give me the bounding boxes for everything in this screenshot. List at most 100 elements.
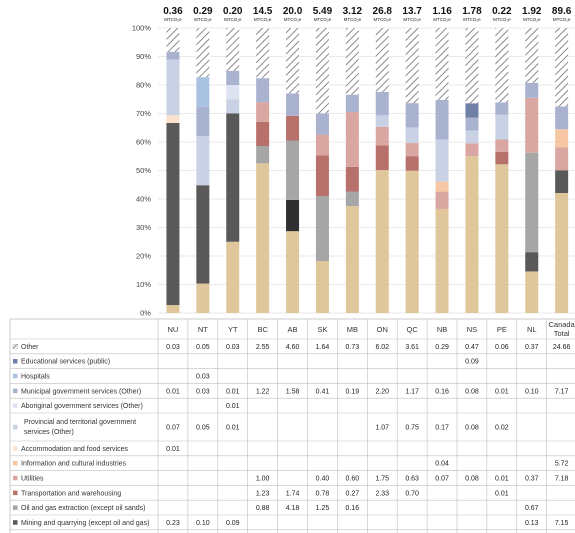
total-unit-canada-total: MTCO₂e bbox=[553, 17, 571, 22]
legend-swatch-mining-and-quarrying-except-oil-and-gas bbox=[13, 520, 18, 525]
row-label-accommodation-and-food-services: Accommodation and food services bbox=[21, 446, 128, 453]
cell-other-nt: 0.05 bbox=[196, 344, 210, 351]
cell-municipal-government-services-other-yt: 0.01 bbox=[226, 388, 240, 395]
bar-segment-bc-other bbox=[256, 28, 270, 79]
bar-segment-canada-total-information-and-cultural-industries bbox=[555, 129, 569, 148]
cell-transportation-and-warehousing-sk: 0.78 bbox=[316, 490, 330, 497]
total-value-pe: 0.22 bbox=[492, 6, 512, 17]
bar-segment-nt-municipal-government-services-other bbox=[196, 106, 210, 137]
cell-utilities-qc: 0.63 bbox=[405, 476, 419, 483]
bars bbox=[166, 28, 569, 313]
column-header-sk: SK bbox=[317, 325, 327, 334]
legend-swatch-transportation-and-warehousing bbox=[13, 490, 18, 496]
bar-segment-mb-municipal-government-services-other bbox=[345, 94, 359, 113]
cell-hospitals-nt: 0.03 bbox=[196, 374, 210, 381]
cell-transportation-and-warehousing-on: 2.33 bbox=[375, 490, 389, 497]
total-value-on: 26.8 bbox=[373, 6, 393, 17]
bar-segment-nt-other bbox=[196, 28, 210, 78]
cell-mining-and-quarrying-except-oil-and-gas-nl: 0.13 bbox=[525, 520, 539, 527]
bar-segment-nu-accommodation-and-food-services bbox=[166, 115, 180, 123]
cell-accommodation-and-food-services-nu: 0.01 bbox=[166, 446, 180, 453]
bar-segment-ab-other bbox=[286, 28, 300, 94]
cell-provincial-and-territorial-government-services-other-nt: 0.05 bbox=[196, 425, 210, 432]
total-unit-sk: MTCO₂e bbox=[314, 17, 332, 22]
legend-swatch-aboriginal-government-services-other bbox=[13, 403, 18, 408]
bar-segment-nu-residential-structures bbox=[166, 305, 180, 313]
legend-swatch-hospitals bbox=[13, 373, 18, 379]
bar-segment-nt-provincial-and-territorial-government-services-other bbox=[196, 136, 210, 186]
bar-segment-pe-utilities bbox=[495, 139, 509, 152]
row-label-oil-and-gas-extraction-except-oil-sands: Oil and gas extraction (except oil sands… bbox=[21, 505, 146, 512]
cell-oil-and-gas-extraction-except-oil-sands-nl: 0.67 bbox=[525, 505, 539, 512]
bar-segment-ns-provincial-and-territorial-government-services-other bbox=[465, 130, 479, 144]
cell-utilities-on: 1.75 bbox=[375, 476, 389, 483]
column-header-bc: BC bbox=[257, 325, 268, 334]
cell-other-ab: 4.60 bbox=[286, 344, 300, 351]
y-tick-label: 20% bbox=[136, 252, 151, 261]
bar-segment-nl-residential-structures bbox=[525, 271, 539, 313]
row-label-hospitals: Hospitals bbox=[21, 374, 50, 381]
bar-segment-pe-municipal-government-services-other bbox=[495, 102, 509, 115]
total-value-ns: 1.78 bbox=[462, 6, 482, 17]
column-header-mb: MB bbox=[347, 325, 358, 334]
bar-segment-ns-utilities bbox=[465, 143, 479, 157]
bar-segment-pe-transportation-and-warehousing bbox=[495, 151, 509, 165]
cell-mining-and-quarrying-except-oil-and-gas-nu: 0.23 bbox=[166, 520, 180, 527]
legend-swatch-information-and-cultural-industries bbox=[13, 461, 18, 466]
total-value-nb: 1.16 bbox=[432, 6, 452, 17]
bar-segment-qc-transportation-and-warehousing bbox=[405, 156, 419, 171]
cell-other-nl: 0.37 bbox=[525, 344, 539, 351]
cell-transportation-and-warehousing-pe: 0.01 bbox=[495, 490, 509, 497]
cell-municipal-government-services-other-ab: 1.58 bbox=[286, 388, 300, 395]
bar-segment-nb-residential-structures bbox=[435, 208, 449, 313]
total-value-canada-total: 89.6 bbox=[552, 6, 572, 17]
cell-municipal-government-services-other-bc: 1.22 bbox=[256, 388, 270, 395]
cell-other-on: 6.02 bbox=[375, 344, 389, 351]
bar-segment-nb-information-and-cultural-industries bbox=[435, 181, 449, 192]
total-unit-mb: MTCO₂e bbox=[344, 17, 362, 22]
bar-segment-yt-municipal-government-services-other bbox=[226, 70, 240, 85]
bar-segment-on-municipal-government-services-other bbox=[375, 91, 389, 116]
bar-segment-on-provincial-and-territorial-government-services-other bbox=[375, 115, 389, 127]
bar-segment-mb-oil-and-gas-extraction-except-oil-sands bbox=[345, 191, 359, 207]
bar-segment-mb-residential-structures bbox=[345, 206, 359, 313]
cell-other-ns: 0.47 bbox=[465, 344, 479, 351]
bar-segment-nu-provincial-and-territorial-government-services-other bbox=[166, 59, 180, 116]
bar-segment-sk-oil-and-gas-extraction-except-oil-sands bbox=[315, 195, 329, 261]
cell-oil-and-gas-extraction-except-oil-sands-bc: 0.88 bbox=[256, 505, 270, 512]
column-header-pe: PE bbox=[497, 325, 507, 334]
cell-other-canada-total: 24.66 bbox=[553, 344, 571, 351]
cell-utilities-nl: 0.37 bbox=[525, 476, 539, 483]
cell-other-bc: 2.55 bbox=[256, 344, 270, 351]
legend-swatch-oil-and-gas-extraction-except-oil-sands bbox=[13, 505, 18, 510]
cell-municipal-government-services-other-nu: 0.01 bbox=[166, 388, 180, 395]
cell-information-and-cultural-industries-nb: 0.04 bbox=[435, 461, 449, 468]
row-label-transportation-and-warehousing: Transportation and warehousing bbox=[21, 490, 121, 497]
bar-segment-nu-mining-and-quarrying-except-oil-and-gas bbox=[166, 123, 180, 306]
cell-provincial-and-territorial-government-services-other-pe: 0.02 bbox=[495, 425, 509, 432]
total-value-yt: 0.20 bbox=[223, 6, 243, 17]
cell-other-nb: 0.29 bbox=[435, 344, 449, 351]
bar-segment-ns-educational-services-public bbox=[465, 103, 479, 118]
row-label-mining-and-quarrying-except-oil-and-gas: Mining and quarrying (except oil and gas… bbox=[21, 520, 149, 527]
table-border bbox=[9, 318, 575, 533]
bar-segment-nl-utilities bbox=[525, 97, 539, 153]
cell-transportation-and-warehousing-ab: 1.74 bbox=[286, 490, 300, 497]
column-header-nu: NU bbox=[168, 325, 179, 334]
bar-segment-nl-other bbox=[525, 28, 539, 83]
bar-segment-mb-transportation-and-warehousing bbox=[345, 166, 359, 192]
total-unit-on: MTCO₂e bbox=[374, 17, 392, 22]
cell-municipal-government-services-other-nt: 0.03 bbox=[196, 388, 210, 395]
bar-segment-ab-residential-structures bbox=[286, 231, 300, 313]
bar-segment-canada-total-mining-and-quarrying-except-oil-and-gas bbox=[555, 170, 569, 194]
bar-segment-ab-municipal-government-services-other bbox=[286, 93, 300, 116]
y-tick-label: 50% bbox=[136, 166, 151, 175]
bar-segment-nb-municipal-government-services-other bbox=[435, 99, 449, 140]
y-tick-label: 30% bbox=[136, 223, 151, 232]
bar-segment-bc-municipal-government-services-other bbox=[256, 78, 270, 103]
y-tick-label: 100% bbox=[132, 24, 152, 33]
y-tick-label: 10% bbox=[136, 280, 151, 289]
cell-municipal-government-services-other-qc: 1.17 bbox=[405, 388, 419, 395]
cell-provincial-and-territorial-government-services-other-yt: 0.01 bbox=[226, 425, 240, 432]
cell-other-nu: 0.03 bbox=[166, 344, 180, 351]
